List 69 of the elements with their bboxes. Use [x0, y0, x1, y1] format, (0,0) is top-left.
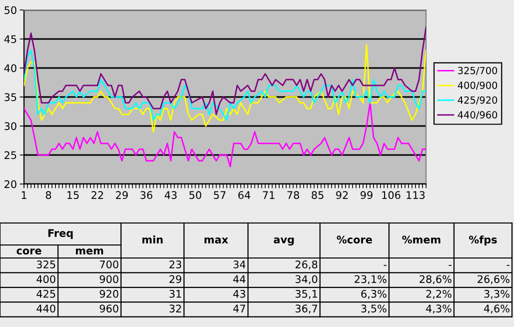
text: 28,6% — [420, 275, 452, 284]
x-tick-label: 15 — [67, 191, 79, 200]
legend-label: 440/960 — [458, 111, 498, 120]
x-tick-label: 113 — [406, 191, 425, 200]
text: 3,5% — [361, 304, 386, 314]
text: core — [16, 248, 42, 255]
x-tick-label: 22 — [92, 191, 103, 199]
y-tick-label: 40 — [4, 64, 16, 72]
x-tick-label: 99 — [360, 191, 372, 200]
text: 960 — [100, 304, 118, 312]
text: 700 — [100, 260, 118, 268]
text: 425 — [36, 290, 56, 298]
y-tick-label: 35 — [4, 93, 16, 102]
text: Freq — [48, 229, 73, 240]
text: 32 — [170, 304, 181, 312]
y-tick-label: 25 — [4, 151, 16, 160]
text: min — [142, 235, 163, 244]
x-tick-label: 57 — [214, 191, 226, 200]
text: 23,1% — [354, 275, 386, 284]
text: 35,1 — [296, 290, 318, 299]
text: 36,7 — [296, 304, 318, 314]
text: 440 — [36, 304, 56, 312]
x-tick-label: 64 — [238, 191, 250, 200]
x-tick-label: 92 — [336, 191, 348, 200]
text: 44 — [233, 275, 246, 283]
text: 3,3% — [484, 290, 510, 299]
text: %fps — [469, 235, 497, 246]
text: %mem — [402, 236, 440, 244]
text: 31 — [170, 290, 182, 298]
text: avg — [274, 237, 294, 246]
x-tick-label: 1 — [22, 191, 26, 199]
legend-label: 425/920 — [458, 96, 498, 104]
text: 6,3% — [361, 290, 386, 299]
text: - — [448, 264, 452, 266]
x-tick-label: 78 — [287, 191, 300, 200]
text: 23 — [170, 260, 182, 268]
y-tick-label: 30 — [4, 122, 16, 130]
text: 47 — [233, 304, 246, 312]
x-tick-label: 43 — [164, 191, 177, 200]
text: 920 — [100, 290, 118, 298]
text: 400 — [36, 275, 56, 284]
x-tick-label: 85 — [312, 191, 324, 200]
text: 4,6% — [484, 304, 510, 314]
text: 900 — [100, 275, 118, 284]
y-tick-label: 50 — [4, 6, 16, 14]
text: 26,6% — [478, 275, 510, 284]
legend-label: 325/700 — [458, 66, 498, 75]
text: 4,3% — [426, 304, 452, 314]
text: mem — [76, 248, 104, 255]
text: 34 — [234, 260, 246, 268]
text: - — [506, 264, 510, 266]
text: 29 — [170, 275, 182, 284]
text: 2,2% — [426, 290, 452, 299]
text: 325 — [36, 260, 56, 268]
text: %core — [336, 236, 372, 244]
x-tick-label: 8 — [46, 191, 52, 200]
text: 26,8 — [296, 260, 318, 270]
text: 43 — [233, 290, 246, 298]
x-tick-label: 71 — [262, 191, 274, 199]
legend-label: 400/900 — [458, 82, 498, 90]
text: - — [384, 264, 386, 266]
y-tick-label: 45 — [4, 35, 16, 44]
x-tick-label: 36 — [140, 191, 152, 200]
x-tick-label: 29 — [116, 191, 128, 200]
x-tick-label: 106 — [382, 191, 400, 200]
x-tick-label: 50 — [189, 191, 202, 200]
text: 34,0 — [296, 275, 318, 284]
y-tick-label: 20 — [4, 180, 16, 188]
text: max — [204, 238, 228, 244]
